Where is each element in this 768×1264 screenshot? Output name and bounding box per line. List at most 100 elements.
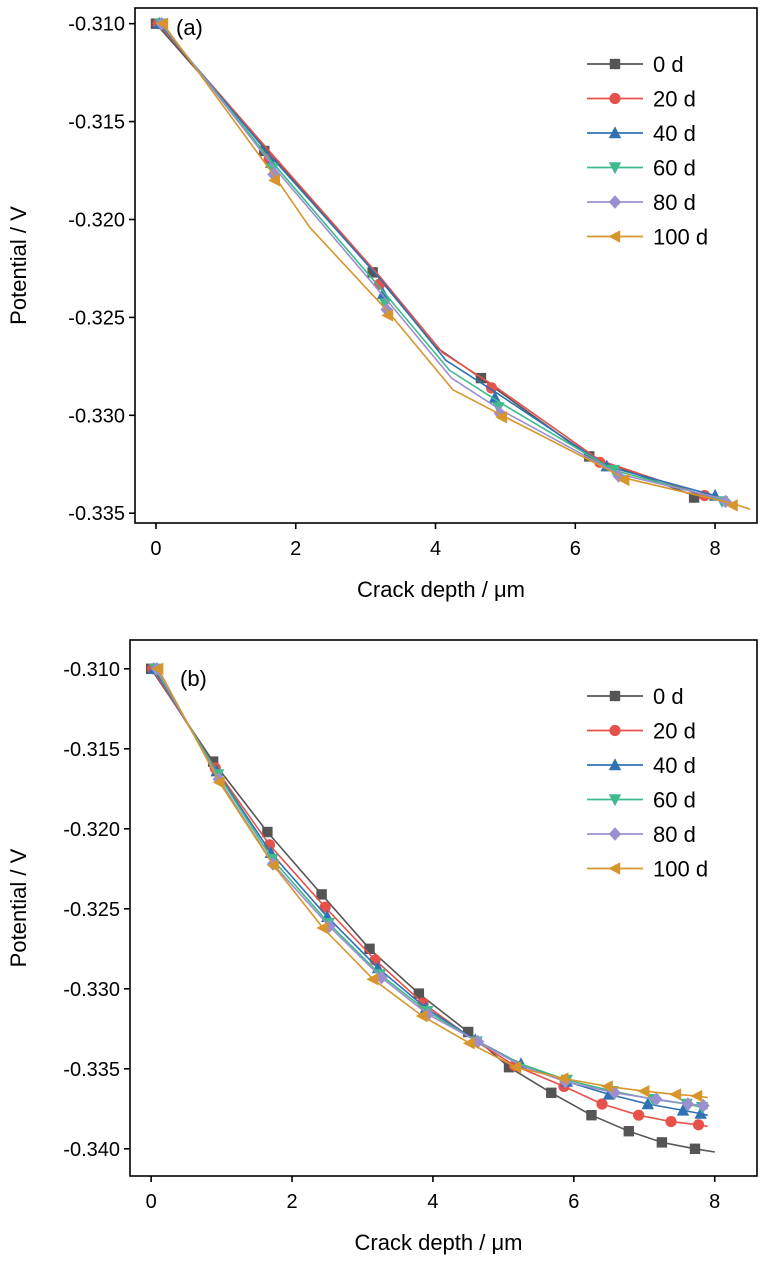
y-tick-label: -0.320 <box>63 819 120 841</box>
legend-label: 40 d <box>653 121 696 146</box>
x-tick-label: 8 <box>710 538 721 560</box>
data-point <box>488 390 502 403</box>
legend-item: 20 d <box>587 87 696 112</box>
x-tick-label: 6 <box>570 538 581 560</box>
data-point <box>319 901 331 913</box>
data-point <box>656 1137 668 1148</box>
legend-label: 60 d <box>653 156 696 181</box>
data-point <box>156 17 169 30</box>
data-point <box>415 1009 428 1023</box>
y-tick-label: -0.330 <box>63 979 120 1001</box>
series-line <box>150 668 715 1153</box>
data-point <box>413 988 425 999</box>
data-point <box>665 1116 677 1128</box>
x-axis-title: Crack depth / μm <box>357 577 525 602</box>
legend-item: 20 d <box>587 719 696 744</box>
data-point <box>697 1098 710 1113</box>
series-40d <box>153 16 723 503</box>
legend-label: 0 d <box>653 684 684 709</box>
data-point <box>367 267 378 278</box>
legend-label: 20 d <box>653 719 696 744</box>
legend-label: 0 d <box>653 52 684 77</box>
chart-panel-a: 0 2 4 6 8 -0.310 -0.315 -0.320 -0.325 -0.330 -0.33… <box>6 7 758 602</box>
legend-swatch-marker <box>608 862 621 875</box>
y-tick-label: -0.315 <box>68 112 125 134</box>
series-0d <box>150 18 719 503</box>
legend-label: 40 d <box>653 753 696 778</box>
legend-label: 100 d <box>653 225 708 250</box>
data-point <box>316 889 327 900</box>
data-point <box>212 772 225 786</box>
data-point <box>694 1106 707 1119</box>
data-point <box>546 1087 557 1098</box>
legend: 0 d 20 d 40 d 60 d 80 d 100 d <box>587 684 708 882</box>
legend-item: 60 d <box>587 788 696 813</box>
x-tick-label: 2 <box>290 538 301 560</box>
data-point <box>689 1143 701 1154</box>
legend-swatch-marker <box>608 827 622 841</box>
data-point <box>375 970 388 985</box>
data-point <box>637 1085 650 1098</box>
series-line <box>160 23 730 505</box>
data-point <box>676 1103 690 1116</box>
legend-swatch-marker <box>608 195 622 209</box>
y-tick-label: -0.330 <box>68 405 125 427</box>
y-tick-label: -0.335 <box>68 503 125 525</box>
legend-swatch-marker <box>608 230 621 243</box>
x-tick-label: 4 <box>430 538 441 560</box>
data-point <box>681 1097 695 1111</box>
y-tick-label: -0.320 <box>68 209 125 231</box>
series-line <box>160 23 733 505</box>
legend-item: 80 d <box>587 190 696 215</box>
data-point <box>617 473 630 487</box>
y-tick-label: -0.340 <box>63 1139 120 1161</box>
data-point <box>207 756 219 767</box>
legend-item: 0 d <box>587 52 684 77</box>
legend-swatch-marker <box>609 724 621 737</box>
y-tick-label: -0.310 <box>63 659 120 681</box>
legend-item: 60 d <box>587 156 696 181</box>
data-point <box>212 776 225 789</box>
data-point <box>596 1098 608 1110</box>
series-0d <box>145 663 715 1154</box>
data-point <box>471 1034 485 1049</box>
y-tick-label: -0.325 <box>68 307 125 329</box>
data-point <box>608 1086 621 1100</box>
legend-swatch-marker <box>608 758 622 771</box>
data-point <box>151 662 164 675</box>
x-tick-label: 8 <box>709 1191 720 1213</box>
legend-item: 100 d <box>587 857 708 882</box>
data-point <box>366 973 379 986</box>
y-axis-title: Potential / V <box>6 206 31 325</box>
y-tick-label: -0.325 <box>63 899 120 921</box>
legend-item: 0 d <box>587 684 684 709</box>
data-point <box>262 826 273 838</box>
data-point <box>725 499 738 512</box>
legend-swatch-marker <box>608 794 622 807</box>
data-point <box>688 492 700 503</box>
series-80d <box>150 662 710 1113</box>
data-point <box>623 1126 634 1137</box>
data-point <box>556 1072 569 1085</box>
panel-label: (b) <box>180 666 207 691</box>
series-20d <box>152 18 719 502</box>
series-line <box>154 668 708 1110</box>
data-point <box>364 943 375 954</box>
data-point <box>495 411 508 424</box>
legend-item: 100 d <box>587 225 708 250</box>
legend-item: 80 d <box>587 822 696 847</box>
data-point <box>316 921 329 935</box>
legend-label: 20 d <box>653 87 696 112</box>
legend-label: 60 d <box>653 788 696 813</box>
legend-swatch-marker <box>609 58 621 70</box>
legend-swatch-marker <box>609 690 621 702</box>
data-point <box>692 1119 705 1131</box>
data-point <box>462 1037 475 1050</box>
y-tick-label: -0.335 <box>63 1059 120 1081</box>
x-tick-label: 6 <box>568 1191 579 1213</box>
x-tick-label: 4 <box>427 1191 438 1213</box>
legend: 0 d 20 d 40 d 60 d 80 d 100 d <box>587 52 708 250</box>
data-point <box>690 1089 703 1103</box>
data-point <box>509 1061 522 1074</box>
